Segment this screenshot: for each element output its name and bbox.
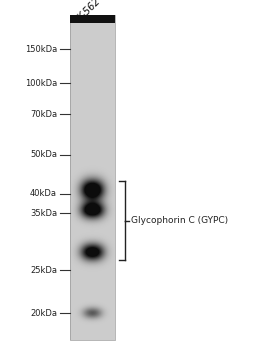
Text: 50kDa: 50kDa	[30, 150, 57, 159]
Text: 150kDa: 150kDa	[25, 44, 57, 54]
Text: 25kDa: 25kDa	[30, 266, 57, 275]
Text: 20kDa: 20kDa	[30, 309, 57, 318]
Text: 100kDa: 100kDa	[25, 79, 57, 88]
Bar	[70, 15, 115, 23]
Text: K-562: K-562	[76, 0, 102, 23]
Text: Glycophorin C (GYPC): Glycophorin C (GYPC)	[131, 216, 228, 225]
Text: 35kDa: 35kDa	[30, 209, 57, 218]
Bar	[70, 15, 115, 340]
Text: 70kDa: 70kDa	[30, 110, 57, 119]
Text: 40kDa: 40kDa	[30, 189, 57, 198]
